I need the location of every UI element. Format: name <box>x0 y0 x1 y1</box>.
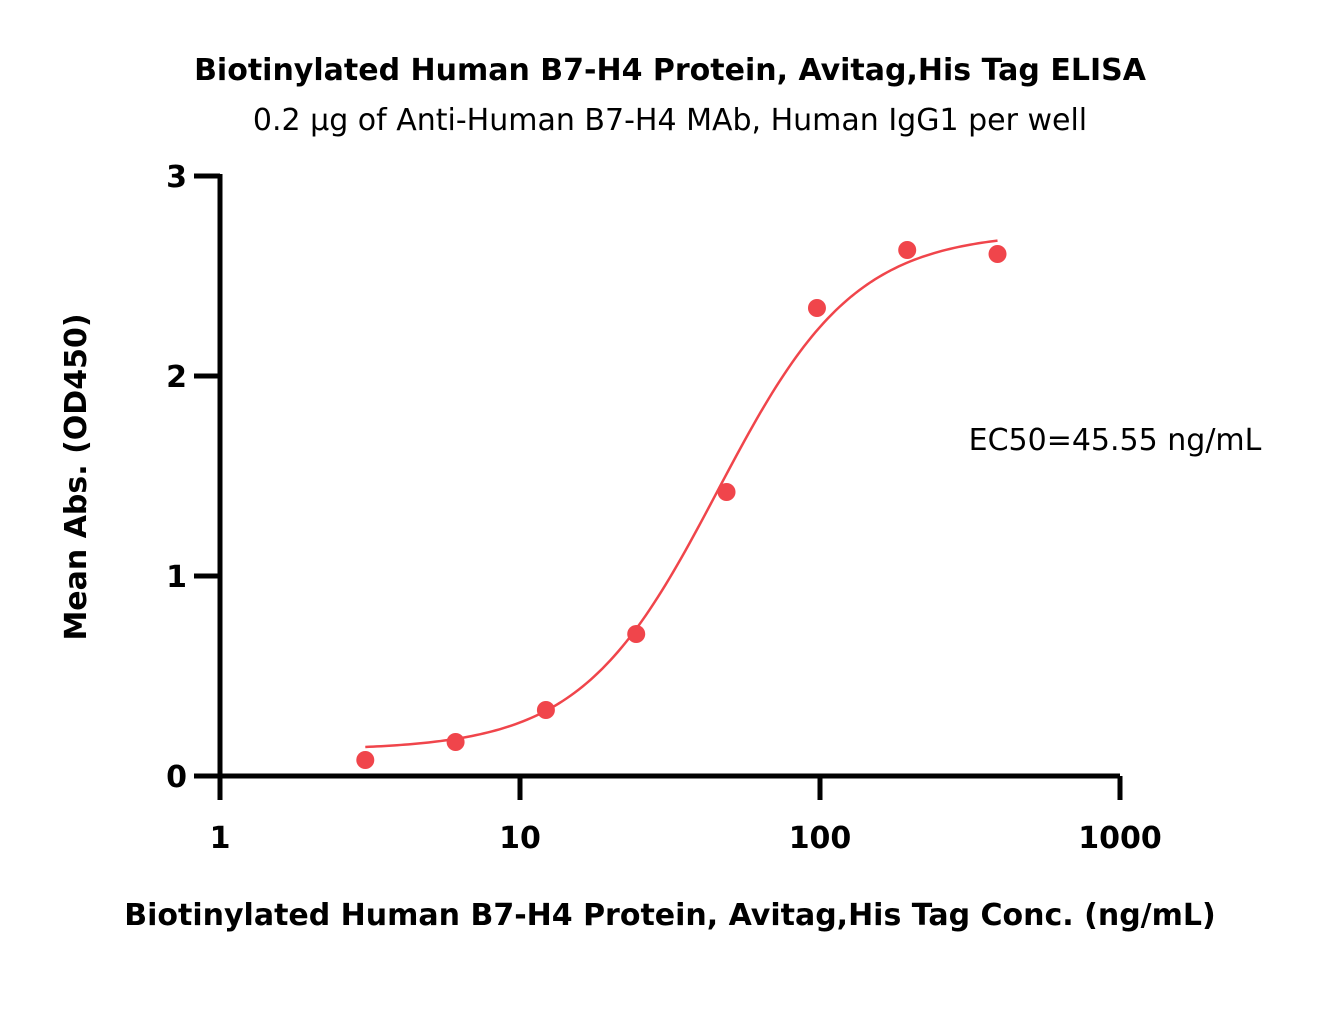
axes <box>217 174 1120 779</box>
ec50-annotation: EC50=45.55 ng/mL <box>969 423 1262 458</box>
data-point <box>536 701 555 719</box>
y-tick-label: 0 <box>166 760 187 795</box>
data-points <box>356 241 1007 769</box>
data-point <box>807 299 826 317</box>
x-tick-label: 100 <box>789 821 852 856</box>
fit-curve-group <box>365 239 998 749</box>
x-tick-label: 1000 <box>1078 821 1162 856</box>
data-point <box>988 245 1007 263</box>
y-tick-label: 2 <box>166 360 187 395</box>
data-point <box>356 751 375 769</box>
data-point <box>446 733 465 751</box>
data-point <box>717 483 736 501</box>
x-tick-label: 1 <box>210 821 231 856</box>
x-axis-label: Biotinylated Human B7-H4 Protein, Avitag… <box>124 898 1215 933</box>
y-axis-label: Mean Abs. (OD450) <box>59 313 94 640</box>
fit-curve <box>365 239 998 749</box>
y-tick-label: 3 <box>166 160 187 195</box>
chart-title: Biotinylated Human B7-H4 Protein, Avitag… <box>194 53 1147 88</box>
data-point <box>627 625 646 643</box>
y-tick-label: 1 <box>166 560 187 595</box>
chart-subtitle: 0.2 µg of Anti-Human B7-H4 MAb, Human Ig… <box>253 103 1087 138</box>
data-point <box>898 241 917 259</box>
x-tick-label: 10 <box>499 821 541 856</box>
